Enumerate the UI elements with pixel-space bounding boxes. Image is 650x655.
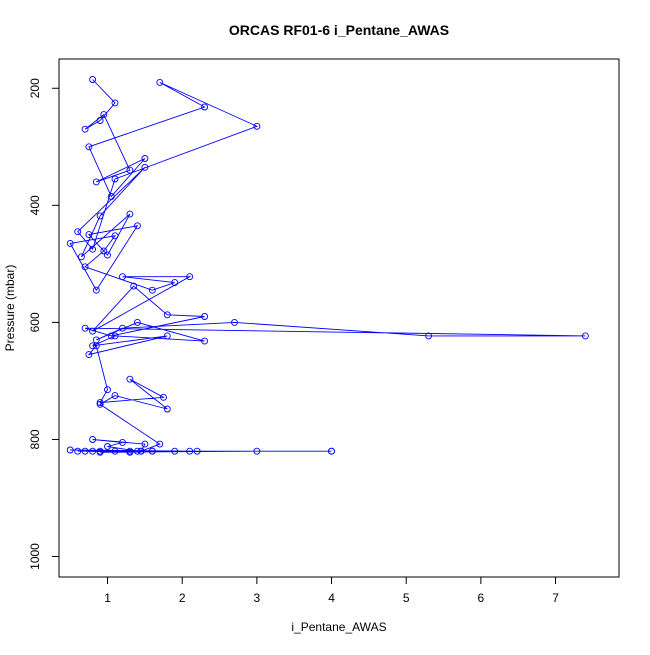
data-point	[126, 210, 134, 218]
y-tick-label: 200	[28, 78, 42, 98]
data-point	[104, 443, 111, 450]
data-point	[126, 166, 134, 174]
data-point	[186, 273, 194, 281]
data-point	[137, 447, 145, 455]
data-point	[66, 446, 74, 454]
data-point	[107, 332, 115, 340]
data-point	[81, 263, 89, 271]
data-point	[89, 327, 97, 335]
data-point	[156, 78, 164, 86]
data-point	[100, 111, 108, 119]
data-point	[111, 447, 119, 455]
data-point	[92, 178, 100, 186]
data-point	[186, 447, 194, 455]
data-point	[85, 231, 93, 239]
x-axis-label: i_Pentane_AWAS	[291, 620, 386, 634]
data-point	[89, 342, 97, 350]
data-point	[104, 251, 111, 259]
data-point	[148, 447, 156, 455]
y-tick-label: 600	[28, 312, 42, 332]
data-point	[119, 324, 126, 332]
data-point	[171, 279, 179, 287]
data-point	[74, 447, 82, 455]
data-point	[253, 447, 261, 455]
data-point	[96, 117, 104, 124]
data-point	[89, 76, 97, 83]
data-point	[89, 436, 97, 443]
data-point	[111, 99, 119, 107]
data-point	[104, 386, 111, 394]
data-point	[81, 125, 89, 133]
data-point	[141, 163, 149, 171]
data-point	[133, 222, 141, 230]
x-tick-label: 7	[552, 591, 559, 605]
data-point	[111, 332, 119, 340]
data-point	[133, 318, 141, 326]
data-point	[77, 253, 85, 261]
data-point	[148, 286, 156, 294]
data-point	[111, 175, 119, 183]
data-point	[253, 122, 261, 130]
data-point	[81, 324, 89, 332]
data-point	[231, 318, 238, 326]
data-point	[141, 155, 149, 162]
y-tick-label: 1000	[28, 543, 42, 570]
x-tick-label: 4	[328, 591, 335, 605]
x-tick-label: 5	[403, 591, 410, 605]
data-point	[66, 239, 74, 247]
data-point	[160, 393, 167, 401]
data-point	[163, 311, 171, 319]
data-point	[581, 332, 589, 340]
data-point	[163, 405, 171, 413]
plot-frame	[58, 58, 620, 578]
data-point	[163, 332, 171, 340]
data-point	[133, 447, 141, 455]
data-point	[171, 447, 179, 455]
data-point	[100, 247, 108, 255]
data-point	[111, 232, 119, 240]
data-point	[92, 342, 100, 350]
data-point	[111, 392, 119, 400]
data-point	[201, 337, 209, 345]
data-point	[141, 440, 149, 448]
data-point	[92, 286, 100, 294]
chart-title: ORCAS RF01-6 i_Pentane_AWAS	[229, 22, 449, 38]
y-tick-label: 800	[28, 429, 42, 449]
x-tick-label: 2	[179, 591, 186, 605]
data-point	[107, 193, 115, 200]
data-point	[89, 245, 97, 253]
plot-area	[66, 76, 589, 456]
data-point	[156, 440, 164, 448]
data-point	[425, 332, 433, 340]
data-point	[126, 375, 134, 383]
data-point	[328, 447, 335, 455]
series-line-0	[69, 79, 586, 453]
data-point	[89, 447, 97, 455]
data-point	[201, 313, 209, 320]
data-point	[96, 400, 104, 408]
data-point	[85, 351, 93, 359]
data-point	[96, 447, 104, 455]
x-tick-label: 3	[254, 591, 261, 605]
data-point	[119, 438, 126, 446]
data-point	[85, 143, 93, 151]
data-point	[193, 447, 201, 455]
data-point	[74, 228, 82, 236]
data-point	[119, 273, 126, 281]
y-axis-label: Pressure (mbar)	[3, 265, 17, 352]
y-tick-label: 400	[28, 195, 42, 215]
data-point	[126, 448, 134, 456]
data-point	[130, 282, 138, 290]
data-point	[201, 103, 209, 111]
data-point	[81, 447, 89, 455]
data-point	[96, 212, 104, 220]
x-tick-label: 6	[478, 591, 485, 605]
x-tick-label: 1	[104, 591, 111, 605]
